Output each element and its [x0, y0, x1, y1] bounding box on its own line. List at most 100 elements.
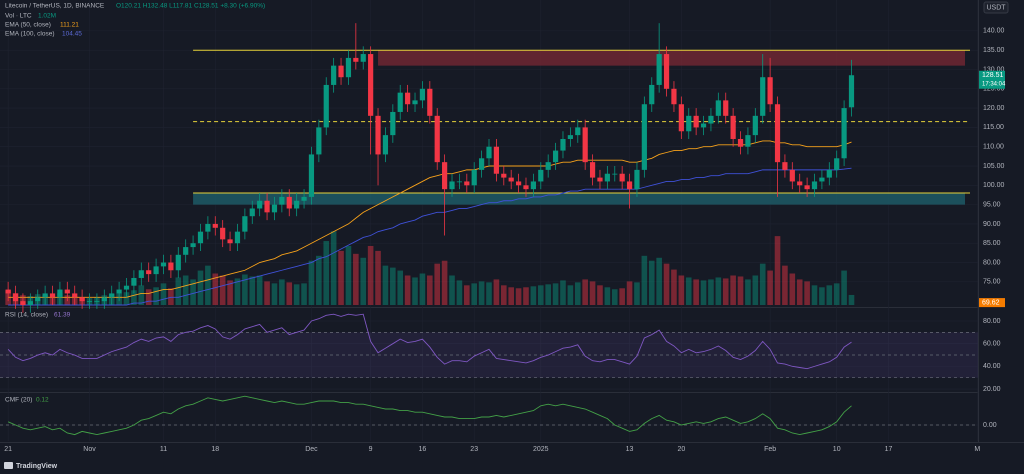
volume-bar [567, 285, 574, 305]
candle-body [456, 181, 463, 183]
candle-body [323, 84, 329, 128]
candle-body [708, 115, 714, 124]
candle-body [412, 100, 418, 105]
candle-body [72, 293, 78, 298]
volume-bar [604, 287, 611, 305]
candle-body [841, 108, 847, 159]
volume-bar [367, 245, 374, 305]
indicator-line [7, 395, 852, 436]
volume-bar [826, 285, 833, 305]
indicator-line [7, 313, 852, 370]
candle-body [301, 196, 307, 201]
candle-body [730, 115, 736, 139]
candle-body [834, 158, 840, 170]
candle-body [442, 162, 448, 190]
volume-bar [145, 289, 152, 305]
candle-body [227, 239, 233, 244]
candle-body [552, 150, 559, 163]
candle-body [27, 301, 33, 305]
x-tick-label: 9 [369, 446, 373, 453]
volume-bar [175, 277, 182, 305]
candle-body [737, 138, 744, 147]
volume-bar [279, 279, 285, 305]
y-tick-label: 110.00 [983, 144, 1004, 151]
candle-body [427, 88, 433, 116]
candle-body [360, 54, 366, 62]
volume-bar [449, 275, 455, 305]
volume-bar [641, 255, 648, 305]
currency-box[interactable] [983, 1, 1009, 14]
volume-bar [390, 267, 396, 305]
candle-body [146, 270, 152, 275]
x-tick-label: 2025 [533, 446, 549, 453]
candle-body [789, 169, 795, 182]
ohlc: O120.21 H132.48 L117.81 C128.51 +8.30 (+… [116, 3, 265, 10]
price-tag-label: 128.51 [982, 72, 1004, 79]
ema50-name: EMA (50, close) [5, 22, 51, 29]
y-tick-label: 85.00 [983, 240, 1001, 247]
candle-body [345, 57, 352, 78]
volume-bar [648, 260, 655, 305]
price-tag [979, 70, 1005, 89]
volume-bar [471, 283, 478, 305]
volume-bar [330, 231, 337, 305]
candle-body [42, 293, 48, 298]
x-tick-label: 21 [4, 446, 12, 453]
candle-body [434, 115, 440, 163]
candle-body [264, 200, 270, 213]
candle-body [49, 293, 56, 298]
volume-bar [663, 263, 670, 305]
volume-bar [286, 282, 293, 305]
volume-bar [249, 276, 256, 305]
ema50-value: 111.21 [60, 22, 79, 29]
candle-body [612, 173, 618, 175]
candle-body [760, 77, 766, 116]
volume-bar [500, 285, 507, 305]
candle-body [656, 54, 662, 85]
candle-body [271, 204, 278, 213]
candle-body [767, 77, 773, 105]
candle-body [57, 289, 63, 298]
volume-bar [671, 269, 677, 305]
volume-bar [234, 278, 241, 305]
volume-bar [197, 270, 204, 305]
candle-body [649, 84, 655, 105]
volume-bar [168, 288, 174, 305]
volume-bar [419, 273, 426, 305]
volume-bar [271, 283, 278, 305]
candle-body [515, 181, 522, 186]
y-tick-label: 60.00 [983, 341, 1001, 348]
candle-body [678, 104, 684, 132]
candle-body [79, 297, 85, 302]
x-tick-label: 20 [677, 446, 685, 453]
candle-body [153, 266, 159, 275]
volume-bar [589, 281, 596, 305]
volume-bar [227, 280, 233, 305]
candle-body [35, 297, 41, 302]
volume-bar [597, 285, 603, 305]
candle-body [353, 57, 359, 62]
y-tick-label: 90.00 [983, 221, 1001, 228]
ema100-value: 104.45 [62, 31, 82, 38]
y-tick-label: 100.00 [983, 182, 1005, 189]
volume-bar [345, 245, 352, 305]
candle-body [745, 135, 751, 147]
x-tick-label: M [974, 446, 980, 453]
candle-body [109, 293, 115, 298]
candle-body [567, 135, 573, 139]
candle-body [538, 169, 544, 182]
price-tag-label: 69.62 [982, 299, 1000, 306]
rsi-name: RSI (14, close) [5, 312, 48, 319]
candle-body [700, 123, 707, 128]
candle-body [279, 196, 285, 205]
candle-body [123, 285, 130, 290]
volume-bar [464, 285, 470, 305]
candle-body [582, 127, 588, 163]
volume-bar [745, 279, 751, 305]
candle-body [663, 54, 670, 89]
candle-body [405, 92, 411, 105]
candle-body [479, 158, 485, 170]
candle-body [523, 185, 529, 190]
candle-body [5, 289, 11, 294]
